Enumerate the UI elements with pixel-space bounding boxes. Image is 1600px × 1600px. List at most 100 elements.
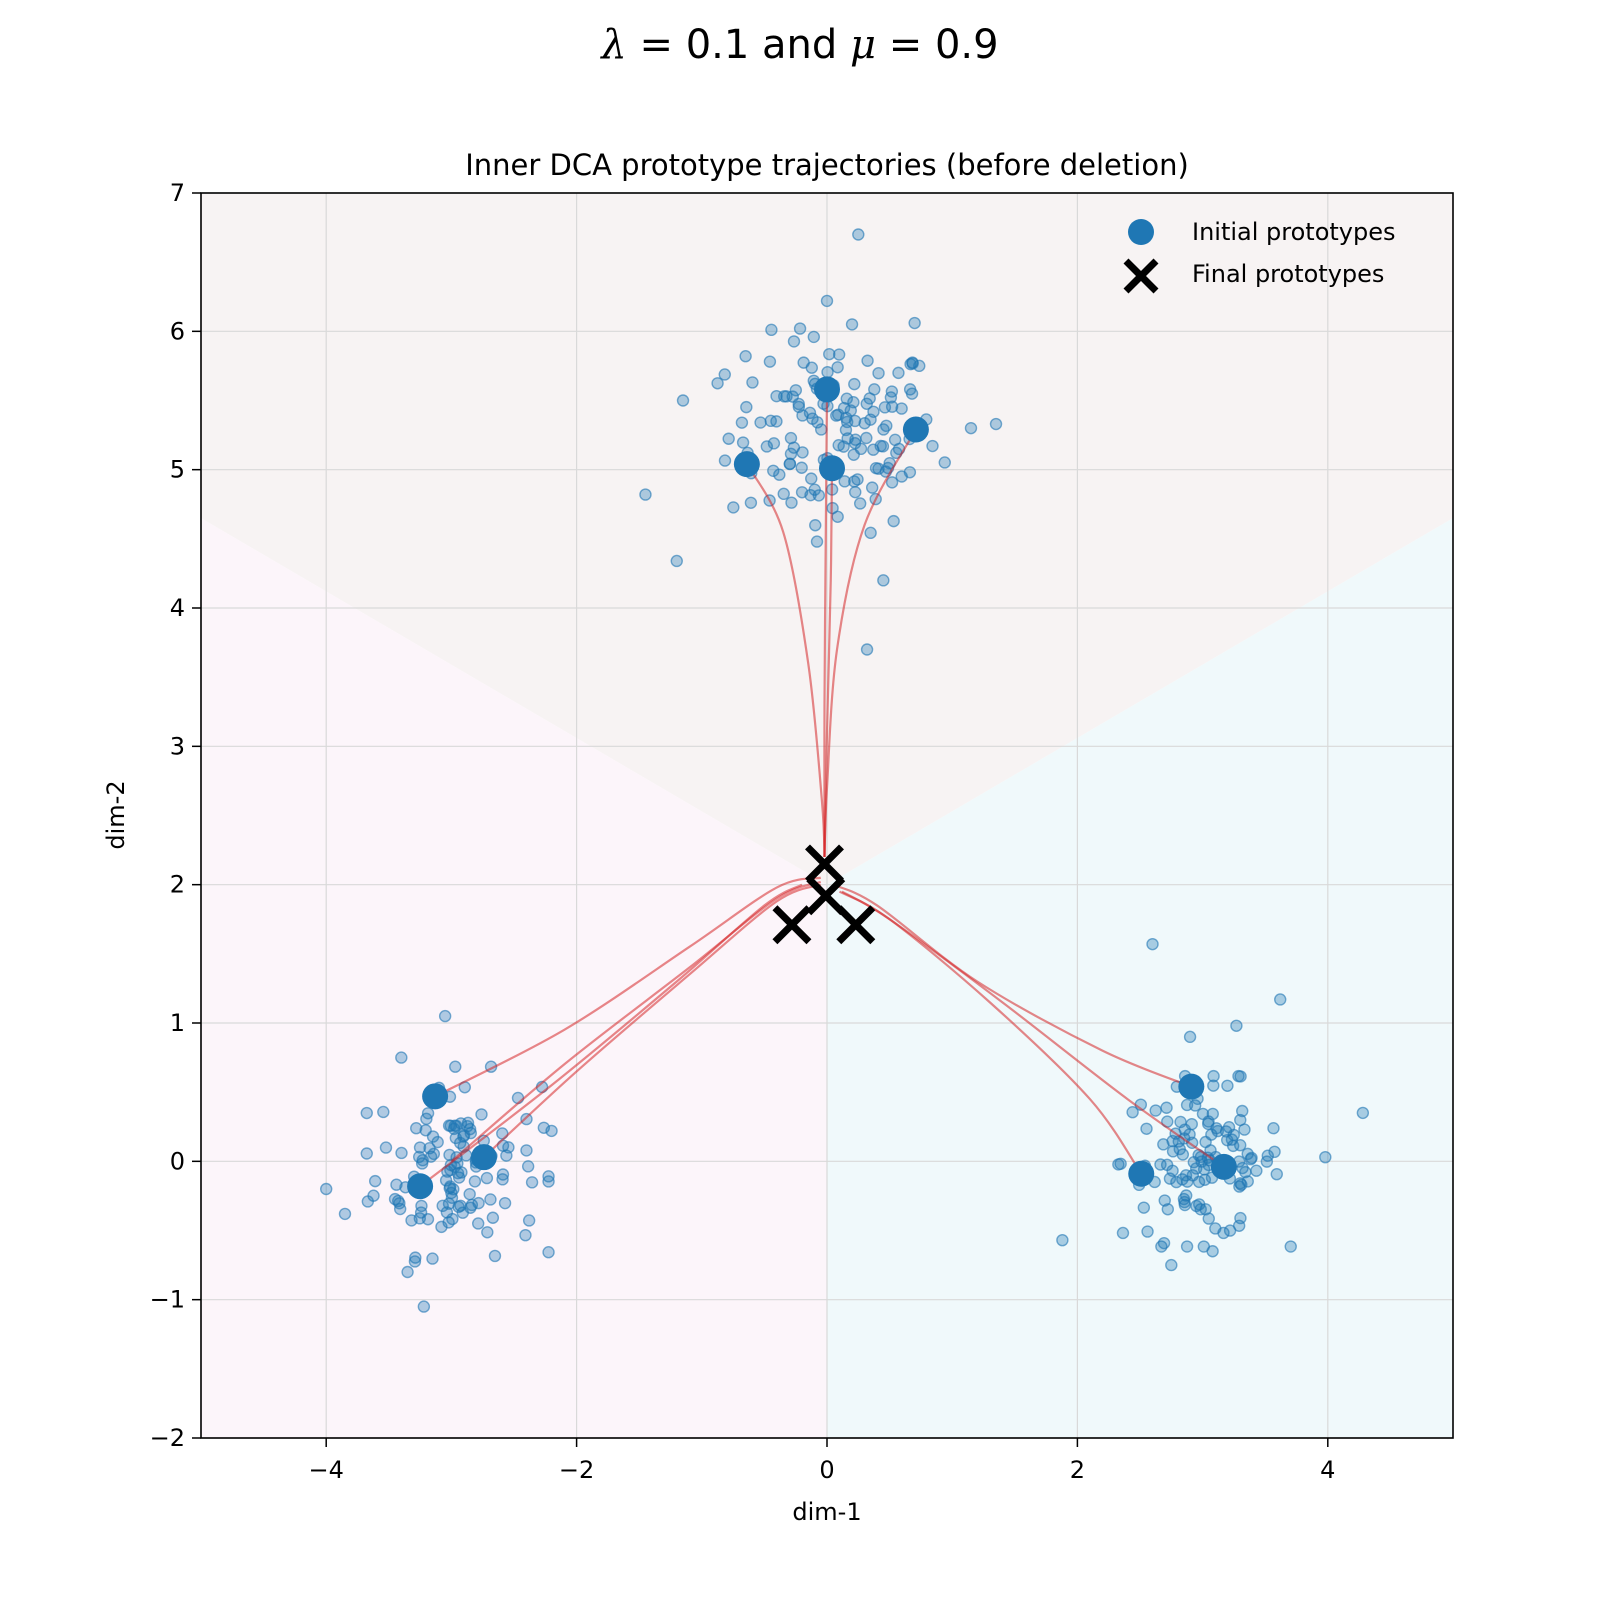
data-point — [471, 1217, 485, 1230]
data-point — [906, 357, 919, 370]
data-point — [831, 510, 844, 523]
data-point — [1284, 1240, 1297, 1253]
trajectory-line — [419, 883, 803, 1188]
data-point — [1234, 1070, 1247, 1083]
legend-final-marker — [1123, 258, 1159, 294]
data-point — [519, 1228, 532, 1242]
data-point — [670, 554, 683, 568]
data-point — [861, 354, 874, 367]
legend-initial-label: Initial prototypes — [1192, 218, 1396, 246]
data-point — [926, 439, 939, 453]
data-point — [1319, 1150, 1332, 1164]
data-point — [405, 1214, 418, 1227]
data-point — [777, 487, 790, 501]
data-point — [368, 1174, 382, 1188]
trajectory-line — [483, 883, 822, 1158]
data-point — [502, 1141, 515, 1154]
data-point — [1141, 1225, 1154, 1238]
data-point — [1157, 1236, 1171, 1250]
data-point — [454, 1117, 468, 1130]
data-point — [845, 318, 859, 331]
trajectory-line — [823, 429, 917, 858]
data-point — [1250, 1164, 1263, 1177]
data-point — [1146, 937, 1159, 951]
data-point — [1190, 1162, 1203, 1175]
data-point — [746, 376, 759, 389]
data-point — [877, 574, 890, 587]
data-point — [783, 457, 797, 470]
data-point — [410, 1122, 423, 1135]
data-point — [736, 436, 750, 449]
data-point — [796, 409, 809, 422]
data-point — [338, 1207, 352, 1221]
data-point — [809, 519, 822, 532]
y-tick-label: 7 — [170, 179, 185, 207]
region-right — [827, 518, 1453, 1438]
data-point — [786, 390, 799, 403]
data-point — [773, 468, 786, 481]
figure-suptitle: λ = 0.1 and μ = 0.9 — [601, 22, 999, 68]
initial-prototype — [470, 1144, 497, 1171]
data-point — [853, 497, 867, 510]
data-point — [744, 496, 758, 509]
data-point — [1163, 1172, 1177, 1185]
data-point — [1202, 1212, 1215, 1225]
data-point — [401, 1265, 414, 1279]
data-point — [498, 1196, 512, 1210]
x-tick-label: 4 — [1320, 1456, 1335, 1484]
initial-prototypes — [407, 376, 1237, 1200]
data-point — [807, 330, 820, 344]
final-prototype — [772, 905, 812, 945]
data-point — [1268, 1145, 1281, 1159]
legend-initial-marker — [1128, 219, 1154, 245]
data-point — [1238, 1123, 1251, 1136]
data-point — [521, 1160, 535, 1173]
data-point — [409, 1251, 422, 1264]
data-point — [784, 431, 798, 445]
data-point — [823, 347, 836, 361]
data-point — [1205, 1128, 1218, 1141]
data-point — [908, 316, 921, 330]
x-tick-label: 2 — [1070, 1456, 1085, 1484]
suptitle-mu-symbol: μ — [850, 22, 877, 68]
data-point — [765, 323, 778, 337]
suptitle-lambda-symbol: λ — [601, 22, 627, 68]
data-point — [415, 1199, 428, 1213]
data-point — [1207, 1079, 1220, 1092]
data-point — [449, 1060, 462, 1073]
data-point — [760, 440, 774, 453]
axis-ticks: −4 −2 0 2 4 −2 −1 0 1 2 3 4 5 6 7 — [150, 179, 1336, 1484]
data-point — [442, 1216, 455, 1229]
x-axis-label: dim-1 — [792, 1498, 861, 1526]
x-tick-label: −4 — [309, 1456, 344, 1484]
final-prototype — [836, 905, 876, 945]
data-point — [445, 1191, 459, 1204]
data-point — [413, 1141, 427, 1154]
trajectory-line — [823, 389, 829, 858]
data-point — [867, 405, 880, 418]
data-point — [481, 1226, 494, 1239]
data-point — [864, 526, 877, 540]
data-point — [542, 1170, 555, 1183]
data-point — [1193, 1198, 1206, 1211]
data-point — [1178, 1198, 1192, 1212]
data-point — [796, 446, 809, 459]
data-point — [1270, 1167, 1283, 1181]
data-point — [525, 1176, 539, 1189]
data-point — [767, 437, 781, 450]
data-point — [810, 535, 824, 548]
data-point — [520, 1144, 533, 1157]
initial-prototype — [1178, 1073, 1205, 1100]
suptitle-mu-value: 0.9 — [934, 22, 999, 68]
data-point — [764, 414, 777, 428]
y-axis-label: dim-2 — [102, 780, 130, 849]
data-point — [805, 472, 818, 485]
data-point — [395, 1051, 408, 1064]
data-point — [1230, 1019, 1243, 1032]
data-point — [320, 1182, 333, 1196]
data-point — [1180, 1240, 1194, 1253]
data-point — [379, 1141, 393, 1154]
y-tick-label: 2 — [170, 871, 185, 899]
data-point — [964, 421, 978, 435]
y-tick-label: 6 — [170, 317, 185, 345]
